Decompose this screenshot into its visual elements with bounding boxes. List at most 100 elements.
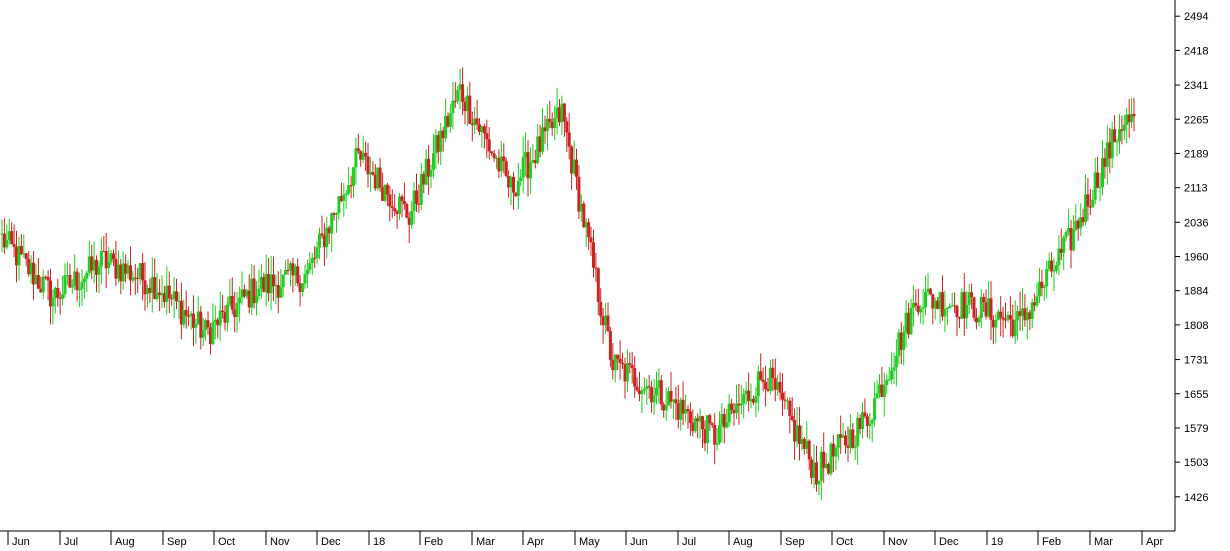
candle-body bbox=[95, 259, 98, 275]
candle-body bbox=[56, 288, 60, 298]
candle-body bbox=[194, 323, 198, 328]
x-tick-label: Nov bbox=[888, 536, 908, 548]
candle-body bbox=[92, 259, 96, 271]
candle-body bbox=[322, 235, 326, 248]
candle-body bbox=[276, 285, 280, 298]
candle-body bbox=[114, 259, 118, 279]
candle-body bbox=[783, 399, 787, 401]
candle-body bbox=[994, 319, 998, 328]
y-tick-label: 1731 bbox=[1184, 355, 1208, 367]
x-tick-label: 18 bbox=[373, 536, 385, 548]
candle-body bbox=[424, 158, 428, 185]
candle-body bbox=[710, 423, 714, 426]
candle-body bbox=[928, 288, 932, 295]
candle-body bbox=[339, 196, 343, 201]
candle-body bbox=[470, 123, 474, 126]
candle-body bbox=[264, 274, 268, 293]
candle-body bbox=[558, 107, 561, 123]
candle-body bbox=[1076, 220, 1080, 229]
x-tick-label: Oct bbox=[836, 536, 853, 548]
candle-body bbox=[44, 276, 48, 278]
candle-body bbox=[1098, 187, 1102, 189]
candle-body bbox=[19, 245, 23, 255]
candle-body bbox=[366, 156, 370, 175]
candle-body bbox=[456, 89, 460, 102]
candle-body bbox=[987, 298, 991, 317]
candle-body bbox=[400, 196, 404, 202]
candle-body bbox=[473, 118, 477, 126]
candle-body bbox=[0, 233, 4, 235]
candle-body bbox=[102, 251, 106, 252]
candle-body bbox=[167, 285, 171, 299]
candle-body bbox=[68, 275, 72, 288]
candle-body bbox=[1118, 129, 1121, 142]
y-tick-label: 2494 bbox=[1184, 11, 1208, 23]
x-tick-label: Feb bbox=[424, 536, 443, 548]
candle-body bbox=[596, 268, 600, 302]
candle-body bbox=[1016, 311, 1020, 321]
candle-body bbox=[1023, 308, 1027, 321]
candle-body bbox=[172, 291, 176, 299]
candle-body bbox=[444, 116, 448, 139]
candle-body bbox=[693, 418, 697, 432]
candle-body bbox=[572, 159, 576, 174]
x-tick-label: Dec bbox=[939, 536, 959, 548]
candle-body bbox=[567, 132, 571, 147]
candle-body bbox=[1125, 114, 1129, 125]
candle-body bbox=[778, 382, 782, 393]
candle-body bbox=[238, 297, 242, 303]
candle-body bbox=[623, 364, 627, 382]
candle-body bbox=[388, 194, 392, 207]
candle-body bbox=[802, 438, 806, 449]
candle-body bbox=[616, 354, 620, 359]
candle-body bbox=[427, 158, 431, 177]
candle-body bbox=[1120, 129, 1124, 131]
candle-body bbox=[1030, 302, 1034, 319]
candle-body bbox=[279, 287, 283, 298]
candle-body bbox=[1108, 142, 1112, 159]
candle-body bbox=[1093, 172, 1097, 200]
candle-body bbox=[902, 332, 906, 350]
candle-body bbox=[131, 277, 135, 281]
candle-body bbox=[1062, 237, 1066, 253]
candle-body bbox=[679, 399, 683, 420]
candle-body bbox=[187, 315, 191, 317]
candle-body bbox=[938, 292, 942, 309]
x-tick-label: Jun bbox=[630, 536, 648, 548]
candle-body bbox=[61, 294, 65, 299]
candle-body bbox=[119, 264, 123, 282]
candle-body bbox=[880, 384, 884, 397]
candle-body bbox=[829, 443, 833, 474]
candle-body bbox=[916, 305, 920, 313]
candle-body bbox=[441, 130, 445, 139]
candle-body bbox=[732, 410, 736, 414]
x-tick-label: Sep bbox=[167, 536, 187, 548]
candle-body bbox=[1113, 129, 1117, 142]
candle-body bbox=[584, 222, 588, 228]
candle-body bbox=[785, 400, 789, 402]
candle-body bbox=[1096, 172, 1100, 188]
candle-body bbox=[1091, 199, 1095, 208]
candle-body bbox=[170, 298, 174, 300]
candle-body bbox=[579, 203, 583, 212]
candle-body bbox=[1103, 158, 1107, 167]
candle-body bbox=[887, 379, 891, 381]
candle-body bbox=[727, 403, 731, 423]
candle-body bbox=[199, 311, 203, 338]
candle-body bbox=[121, 263, 125, 282]
candle-body bbox=[984, 302, 988, 317]
candle-body bbox=[822, 451, 826, 468]
candle-body bbox=[245, 290, 249, 297]
candle-body bbox=[647, 386, 651, 388]
candle-body bbox=[764, 382, 768, 390]
candle-body bbox=[676, 403, 680, 420]
candle-body bbox=[608, 331, 612, 360]
candle-body bbox=[468, 95, 472, 124]
candle-body bbox=[691, 422, 695, 432]
candle-body bbox=[313, 257, 317, 259]
candle-body bbox=[863, 412, 867, 417]
candle-body bbox=[516, 181, 520, 197]
candle-body bbox=[1122, 124, 1126, 131]
candle-body bbox=[703, 429, 707, 444]
candle-body bbox=[417, 203, 421, 205]
